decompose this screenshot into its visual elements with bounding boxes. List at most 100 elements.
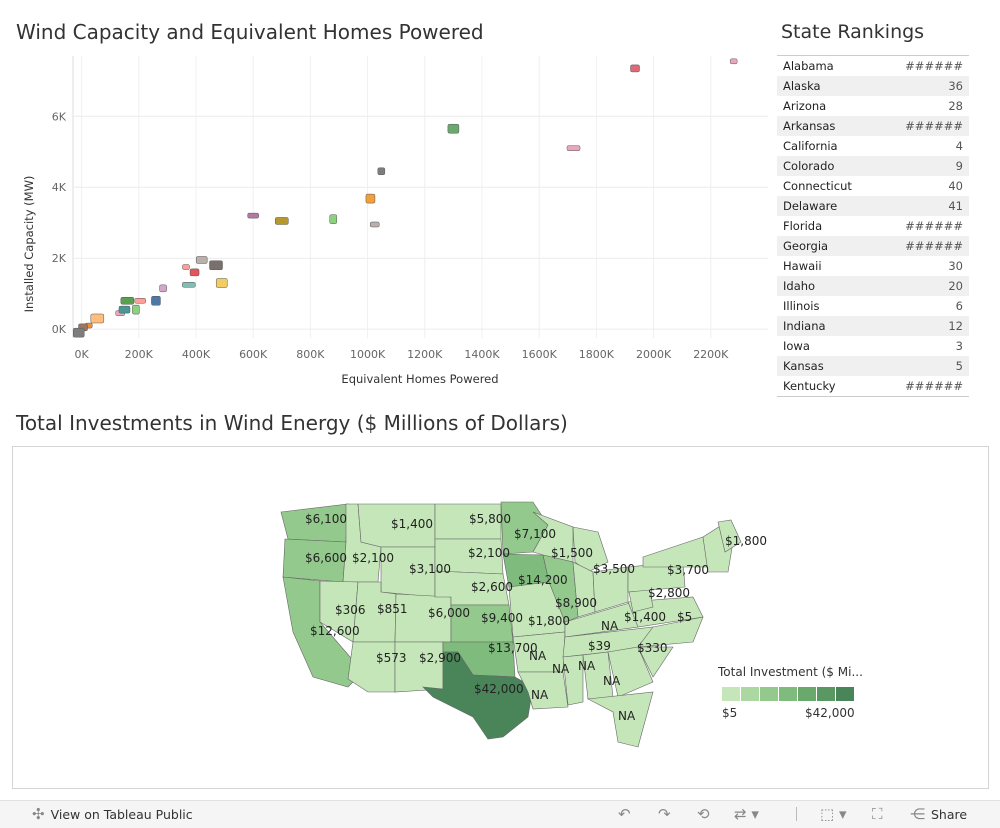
scatter-point[interactable]: [182, 264, 190, 270]
state-rank: 9: [955, 159, 963, 173]
share-button[interactable]: ⋲ Share: [910, 805, 967, 823]
state-rank: 12: [948, 319, 963, 333]
ranking-row[interactable]: Iowa 3: [777, 336, 969, 356]
state-south-carolina[interactable]: [637, 646, 674, 678]
redo-button[interactable]: ↷: [658, 805, 671, 823]
ranking-row[interactable]: Kansas 5: [777, 356, 969, 376]
scatter-point[interactable]: [132, 304, 140, 315]
state-north-carolina[interactable]: [637, 616, 704, 648]
scatter-point[interactable]: [275, 217, 289, 225]
share-icon: ⋲: [910, 805, 925, 823]
ranking-row[interactable]: Arkansas ######: [777, 116, 969, 136]
state-maine[interactable]: [717, 519, 742, 553]
scatter-point[interactable]: [151, 296, 161, 306]
scatter-point[interactable]: [447, 123, 460, 134]
state-rank: 20: [948, 279, 963, 293]
scatter-point[interactable]: [118, 305, 131, 314]
state-florida[interactable]: [586, 691, 654, 748]
state-rank: ######: [905, 239, 963, 253]
scatter-point[interactable]: [90, 313, 105, 324]
ranking-row[interactable]: Illinois 6: [777, 296, 969, 316]
ranking-row[interactable]: Colorado 9: [777, 156, 969, 176]
scatter-point[interactable]: [159, 284, 167, 293]
ranking-row[interactable]: Alaska 36: [777, 76, 969, 96]
y-tick-labels: 0K 2K 4K 6K: [52, 110, 67, 336]
scatter-point[interactable]: [247, 212, 259, 219]
state-rank: 3: [955, 339, 963, 353]
refresh-icon: ⇄ ▾: [734, 805, 759, 823]
footer-divider: [796, 807, 797, 821]
state-rank: ######: [905, 119, 963, 133]
x-tick-label: 1000K: [350, 348, 386, 361]
state-mississippi[interactable]: [562, 654, 584, 706]
state-louisiana[interactable]: [517, 671, 569, 710]
revert-icon: ⟲: [697, 805, 710, 823]
scatter-point[interactable]: [182, 282, 196, 288]
state-investment-label: $2,600: [471, 580, 513, 594]
state-texas[interactable]: [422, 651, 534, 740]
scatter-point[interactable]: [377, 167, 386, 176]
view-on-tableau-link[interactable]: ✣ View on Tableau Public: [32, 805, 193, 823]
state-georgia[interactable]: [607, 646, 654, 698]
x-tick-label: 0K: [74, 348, 89, 361]
state-arizona[interactable]: [347, 641, 396, 693]
scatter-point[interactable]: [329, 214, 338, 224]
scatter-point[interactable]: [365, 193, 376, 204]
state-investment-label: $5,800: [469, 512, 511, 526]
ranking-row[interactable]: Hawaii 30: [777, 256, 969, 276]
legend-min-label: $5: [722, 706, 738, 720]
state-investment-label: $3,500: [593, 562, 635, 576]
state-investment-label: $14,200: [518, 573, 568, 587]
x-tick-label: 600K: [239, 348, 268, 361]
ranking-row[interactable]: Arizona 28: [777, 96, 969, 116]
state-new-mexico[interactable]: [394, 641, 444, 693]
state-investment-label: $39: [588, 639, 611, 653]
scatter-point[interactable]: [134, 298, 146, 304]
revert-button[interactable]: ⟲: [697, 805, 710, 823]
scatter-point[interactable]: [566, 145, 581, 151]
scatter-point[interactable]: [369, 221, 380, 228]
ranking-row[interactable]: Florida ######: [777, 216, 969, 236]
ranking-row[interactable]: Alabama ######: [777, 56, 969, 76]
x-tick-label: 200K: [125, 348, 154, 361]
state-investment-label: $2,100: [468, 546, 510, 560]
ranking-row[interactable]: Kentucky ######: [777, 376, 969, 396]
ranking-row[interactable]: Georgia ######: [777, 236, 969, 256]
download-icon: ⬚ ▾: [820, 805, 847, 823]
state-investment-label: NA: [578, 659, 596, 673]
refresh-button[interactable]: ⇄ ▾: [734, 805, 759, 823]
state-illinois[interactable]: [542, 554, 579, 623]
state-name: Indiana: [783, 319, 826, 333]
x-tick-label: 400K: [182, 348, 211, 361]
map-container[interactable]: $6,100 $1,400 $5,800 $7,100 $6,600 $2,100 $2,1…: [12, 446, 989, 789]
scatter-points: [72, 58, 738, 338]
undo-button[interactable]: ↶: [618, 805, 631, 823]
state-name: Arizona: [783, 99, 827, 113]
scatter-point[interactable]: [120, 297, 135, 305]
y-tick-label: 4K: [52, 181, 67, 194]
ranking-row[interactable]: Connecticut 40: [777, 176, 969, 196]
x-tick-label: 1400K: [464, 348, 500, 361]
scatter-point[interactable]: [189, 268, 200, 277]
scatter-point[interactable]: [209, 260, 223, 271]
scatter-point[interactable]: [630, 64, 640, 73]
state-rank: 30: [948, 259, 963, 273]
legend-swatch: [760, 687, 779, 701]
scatter-point[interactable]: [729, 58, 738, 65]
scatter-point[interactable]: [195, 256, 208, 264]
fullscreen-button[interactable]: ⛶: [872, 805, 883, 823]
state-investment-label: NA: [618, 709, 636, 723]
ranking-row[interactable]: Indiana 12: [777, 316, 969, 336]
ranking-row[interactable]: Idaho 20: [777, 276, 969, 296]
state-michigan[interactable]: [572, 526, 609, 573]
ranking-row[interactable]: Delaware 41: [777, 196, 969, 216]
rankings-title: State Rankings: [781, 21, 925, 43]
x-tick-label: 1200K: [407, 348, 443, 361]
ranking-row[interactable]: California 4: [777, 136, 969, 156]
scatter-point[interactable]: [72, 327, 85, 338]
download-button[interactable]: ⬚ ▾: [820, 805, 846, 823]
state-shapes: [280, 501, 742, 748]
scatter-point[interactable]: [215, 278, 228, 288]
us-map[interactable]: $6,100 $1,400 $5,800$7,100 $6,600 $2,100 $2,1…: [13, 447, 988, 788]
state-new-york[interactable]: [642, 536, 709, 568]
